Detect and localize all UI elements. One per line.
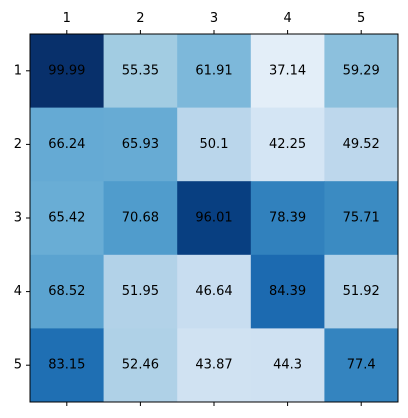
heatmap-cell (324, 107, 399, 182)
heatmap-cell-value: 55.35 (122, 63, 159, 78)
heatmap-cells (30, 34, 399, 403)
x-tick-label: 3 (210, 11, 218, 26)
heatmap-cell (324, 328, 399, 403)
heatmap-cell-value: 52.46 (122, 358, 159, 373)
heatmap-cell-value: 59.29 (343, 63, 380, 78)
heatmap-cell-value: 44.3 (273, 358, 302, 373)
heatmap-cell (30, 254, 105, 329)
heatmap-cell (324, 254, 399, 329)
heatmap-cell (177, 181, 252, 256)
heatmap-cell (30, 328, 105, 403)
y-tick-label: 2 (14, 137, 22, 152)
heatmap-cell (103, 181, 178, 256)
heatmap-cell (250, 107, 325, 182)
y-tick-label: 3 (14, 211, 22, 226)
heatmap-cell-value: 46.64 (195, 284, 232, 299)
heatmap-cell-value: 51.92 (343, 284, 380, 299)
heatmap-cell-labels: 99.99 55.35 61.91 37.14 59.29 66.24 65.93 50.1 4… (48, 63, 380, 372)
heatmap-cell (103, 107, 178, 182)
heatmap-cell-value: 70.68 (122, 211, 159, 226)
heatmap-cell-value: 78.39 (269, 211, 306, 226)
heatmap-cell (30, 34, 105, 109)
y-tick-label: 1 (14, 63, 22, 78)
heatmap-cell-value: 65.93 (122, 137, 159, 152)
heatmap-cell (250, 328, 325, 403)
x-tick-label: 5 (357, 11, 365, 26)
heatmap-cell-value: 77.4 (347, 358, 376, 373)
heatmap-cell (30, 107, 105, 182)
y-tick-label: 5 (14, 358, 22, 373)
heatmap-cell-value: 68.52 (48, 284, 85, 299)
heatmap-cell-value: 84.39 (269, 284, 306, 299)
x-tick-label: 4 (283, 11, 291, 26)
heatmap-cell (30, 181, 105, 256)
x-tick-label: 1 (63, 11, 71, 26)
heatmap-cell-value: 37.14 (269, 63, 306, 78)
heatmap-cell (103, 34, 178, 109)
heatmap-cell (103, 254, 178, 329)
heatmap-cell-value: 83.15 (48, 358, 85, 373)
heatmap-cell-value: 75.71 (343, 211, 380, 226)
heatmap-cell-value: 43.87 (195, 358, 232, 373)
heatmap-cell (324, 181, 399, 256)
x-axis-ticks: 1 2 3 4 5 (63, 11, 365, 406)
heatmap-cell (250, 254, 325, 329)
heatmap-cell-value: 99.99 (48, 63, 85, 78)
heatmap-cell (250, 181, 325, 256)
y-axis-ticks: 1 2 3 4 5 (14, 63, 30, 373)
heatmap-cell-value: 61.91 (195, 63, 232, 78)
heatmap-cell-value: 49.52 (343, 137, 380, 152)
heatmap-cell (177, 328, 252, 403)
heatmap-cell-value: 42.25 (269, 137, 306, 152)
heatmap-cell-value: 66.24 (48, 137, 85, 152)
heatmap-cell (250, 34, 325, 109)
heatmap-cell-value: 51.95 (122, 284, 159, 299)
heatmap-cell-value: 50.1 (200, 137, 229, 152)
heatmap-cell (324, 34, 399, 109)
heatmap-cell (177, 107, 252, 182)
heatmap-cell (103, 328, 178, 403)
heatmap-cell (177, 254, 252, 329)
heatmap-cell-value: 96.01 (195, 211, 232, 226)
heatmap-cell-value: 65.42 (48, 211, 85, 226)
y-tick-label: 4 (14, 284, 22, 299)
heatmap-cell (177, 34, 252, 109)
x-tick-label: 2 (136, 11, 144, 26)
